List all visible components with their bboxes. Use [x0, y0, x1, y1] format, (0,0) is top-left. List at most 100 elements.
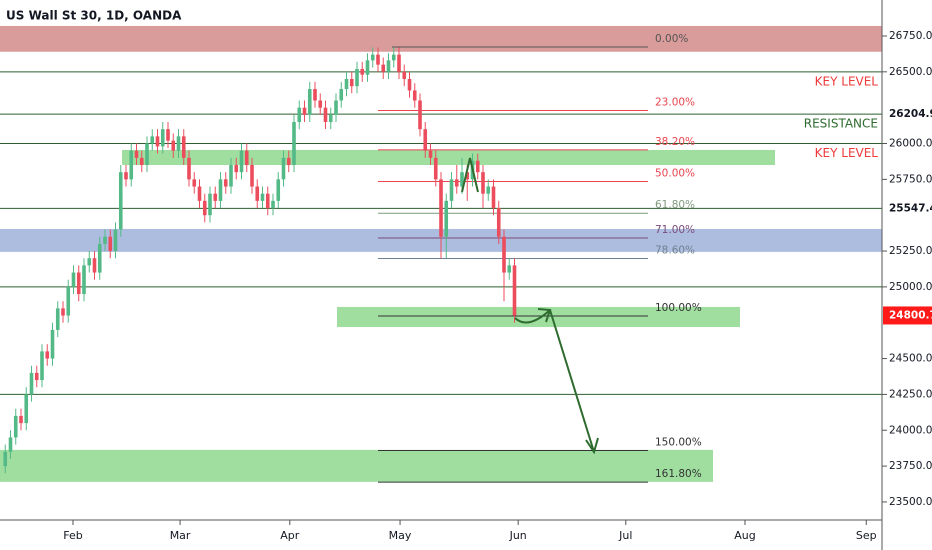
y-tick-label: 24250.0	[889, 388, 932, 400]
candle-body	[55, 308, 60, 330]
candle-body	[108, 236, 113, 252]
candle-body	[239, 150, 244, 173]
candle-body	[328, 114, 333, 123]
candle-body	[3, 451, 8, 467]
candle-body	[61, 308, 65, 316]
x-tick-label: Aug	[734, 529, 755, 542]
candle-body	[8, 437, 13, 452]
candle-body	[397, 54, 401, 72]
candle-body	[365, 60, 370, 75]
candle-body	[370, 54, 375, 61]
candle-body	[71, 272, 76, 287]
candle-body	[265, 193, 270, 209]
candle-body	[481, 172, 485, 194]
y-tick-label: 24000.0	[889, 424, 932, 436]
candle-body	[218, 179, 223, 201]
level-label: KEY LEVEL	[815, 74, 879, 88]
fib-label: 71.00%	[655, 224, 695, 236]
x-tick-label: Feb	[63, 529, 82, 542]
candle-body	[50, 329, 55, 359]
candle-body	[402, 71, 407, 79]
arrow-down	[549, 309, 595, 453]
price-label-bg	[883, 306, 932, 325]
fib-label: 23.00%	[655, 97, 695, 109]
candle-body	[187, 157, 191, 180]
candle-body	[475, 160, 480, 173]
candle-body	[491, 186, 496, 209]
arrow-bounce	[514, 309, 551, 324]
candle-body	[418, 100, 422, 130]
candle-body	[412, 90, 417, 101]
candle-body	[307, 89, 312, 115]
y-tick-label: 26000.0	[889, 138, 932, 150]
fib-label: 38.20%	[655, 136, 695, 148]
candle-body	[465, 172, 470, 180]
candle-body	[260, 193, 265, 201]
candle-body	[202, 200, 207, 216]
candle-body	[160, 129, 165, 147]
candle-body	[166, 129, 170, 141]
candle-body	[34, 372, 39, 381]
chart-title: US Wall St 30, 1D, OANDA	[6, 9, 182, 23]
candle-body	[323, 107, 328, 123]
candle-body	[407, 78, 412, 91]
candle-body	[250, 165, 254, 187]
price-label-bg	[883, 199, 932, 218]
candle-body	[423, 129, 428, 151]
fib-label: 0.00%	[655, 33, 688, 45]
candle-body	[87, 258, 92, 266]
candle-body	[82, 265, 86, 295]
candle-body	[213, 193, 218, 201]
fib-label: 61.80%	[655, 199, 695, 211]
candle-body	[45, 351, 50, 359]
candle-body	[281, 157, 286, 180]
candle-body	[334, 100, 338, 115]
candle-body	[292, 122, 296, 166]
candle-body	[344, 78, 349, 90]
candle-body	[313, 89, 317, 101]
candle-body	[155, 136, 160, 147]
y-tick-label: 25750.0	[889, 173, 932, 185]
arrow-head	[585, 437, 599, 455]
candle-body	[181, 136, 186, 158]
candle-body	[103, 236, 107, 244]
candle-body	[439, 179, 443, 237]
candle-body	[349, 78, 354, 87]
x-tick-label: Jun	[509, 529, 527, 542]
candle-body	[255, 186, 260, 201]
candle-body	[197, 186, 202, 201]
candle-body	[271, 200, 275, 209]
candle-body	[129, 150, 134, 180]
candle-body	[496, 208, 501, 237]
candle-body	[302, 107, 307, 115]
candle-body	[92, 258, 97, 273]
candle-body	[339, 89, 344, 101]
y-tick-label: 26500.0	[889, 66, 932, 78]
y-tick-label: 23750.0	[889, 460, 932, 472]
zone	[0, 25, 882, 52]
arrow-up	[461, 157, 479, 193]
candle-body	[124, 172, 128, 180]
x-tick-label: Jul	[618, 529, 632, 542]
candle-body	[208, 193, 212, 216]
level-label: RESISTANCE	[804, 117, 878, 131]
zone	[337, 306, 740, 328]
candle-body	[13, 415, 18, 438]
candle-body	[171, 140, 176, 151]
fib-label: 150.00%	[655, 436, 702, 448]
candle-body	[376, 54, 380, 65]
candle-body	[297, 107, 302, 123]
fib-label: 161.80%	[655, 468, 702, 480]
x-tick-label: Sep	[856, 529, 877, 542]
y-tick-label: 25250.0	[889, 245, 932, 257]
fib-label: 78.60%	[655, 244, 695, 256]
candle-body	[145, 143, 149, 166]
candle-body	[24, 394, 29, 424]
y-tick-label: 24500.0	[889, 353, 932, 365]
candle-body	[176, 136, 181, 151]
candle-body	[433, 157, 438, 180]
level-label: KEY LEVEL	[815, 146, 879, 160]
candle-body	[276, 179, 281, 201]
candle-body	[386, 60, 391, 72]
